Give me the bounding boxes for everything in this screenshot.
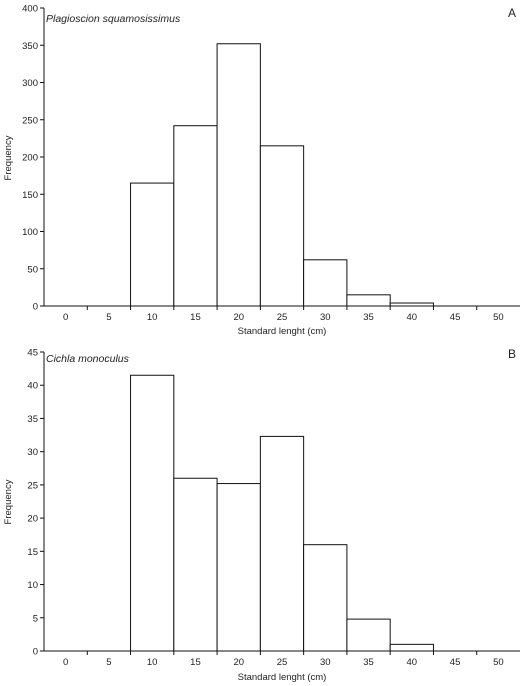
panel-a-x-tick-label: 50 [493, 312, 504, 323]
panel-b-chart: Cichla monoculus B Frequency Standard le… [3, 347, 520, 683]
panel-a-bar-20 [216, 43, 261, 307]
panel-a-label: A [508, 6, 516, 20]
panel-b-x-tick-label: 45 [450, 657, 461, 668]
panel-a-y-tick-label: 300 [22, 78, 38, 89]
panel-b-bar-15 [173, 477, 218, 652]
panel-b-y-tick-label: 5 [33, 613, 38, 624]
panel-b-x-tick-label: 0 [63, 657, 68, 668]
panel-a-bar-35 [346, 294, 391, 307]
panel-a-x-tick-label: 20 [233, 312, 244, 323]
panel-b-y-tick-label: 45 [27, 348, 38, 359]
panel-a-x-tick-label: 35 [363, 312, 374, 323]
panel-b-y-tick-label: 15 [27, 547, 38, 558]
panel-b-bar-20 [216, 483, 261, 652]
panel-b-bar-40 [389, 643, 434, 652]
panel-a-y-tick-label: 100 [22, 227, 38, 238]
panel-a-y-tick-label: 150 [22, 190, 38, 201]
panel-b-x-tick-label: 35 [363, 657, 374, 668]
panel-a-y-tick-label: 350 [22, 41, 38, 52]
panel-a-bar-15 [173, 125, 218, 307]
panel-a-y-tick-label: 250 [22, 115, 38, 126]
panel-a-y-tick-label: 0 [33, 302, 38, 313]
panel-a-bar-10 [130, 182, 175, 307]
panel-a-x-tick-label: 5 [106, 312, 111, 323]
panel-a-x-tick-label: 45 [450, 312, 461, 323]
panel-b-bar-35 [346, 618, 391, 652]
panel-b-bar-25 [259, 435, 305, 652]
panel-b-bar-10 [130, 374, 175, 652]
panel-b-y-tick-label: 30 [27, 447, 38, 458]
panel-b-x-tick-label: 15 [190, 657, 201, 668]
panel-b-y-tick-label: 10 [27, 580, 38, 591]
panel-b-species-name: Cichla monoculus [46, 353, 130, 365]
panel-a-x-tick-label: 40 [407, 312, 418, 323]
panel-b-y-tick-label: 40 [27, 381, 38, 392]
panel-a-x-tick-label: 10 [147, 312, 158, 323]
panel-a-x-tick-label: 25 [277, 312, 288, 323]
panel-a-y-tick-label: 400 [22, 4, 38, 15]
panel-b-bar-30 [303, 544, 348, 652]
panel-b-x-tick-label: 20 [233, 657, 244, 668]
panel-b-x-tick-label: 25 [277, 657, 288, 668]
panel-b-x-axis-label: Standard lenght (cm) [238, 672, 327, 683]
panel-a-x-axis-label: Standard lenght (cm) [238, 326, 327, 337]
panel-a-bar-25 [259, 145, 305, 307]
panel-b-label: B [508, 347, 516, 361]
panel-a-species-name: Plagioscion squamosissimus [46, 13, 181, 25]
panel-b-x-tick-label: 30 [320, 657, 331, 668]
panel-b-y-tick-label: 35 [27, 414, 38, 425]
panel-a-x-tick-label: 30 [320, 312, 331, 323]
panel-a-y-tick-label: 50 [27, 264, 38, 275]
panel-b-y-axis-label: Frequency [3, 479, 14, 524]
panel-a-chart: Plagioscion squamosissimus A Frequency S… [3, 4, 520, 337]
panel-a-y-tick-label: 200 [22, 153, 38, 164]
panel-a-x-tick-label: 15 [190, 312, 201, 323]
panel-b-x-tick-label: 10 [147, 657, 158, 668]
panel-a-x-tick-label: 0 [63, 312, 68, 323]
panel-a-bar-30 [303, 259, 348, 307]
panel-b-x-tick-label: 40 [407, 657, 418, 668]
panel-a-y-axis-label: Frequency [3, 135, 14, 180]
panel-b-y-tick-label: 25 [27, 480, 38, 491]
panel-b-y-tick-label: 0 [33, 647, 38, 658]
panel-b-x-tick-label: 50 [493, 657, 504, 668]
panel-b-y-tick-label: 20 [27, 514, 38, 525]
panel-b-x-tick-label: 5 [106, 657, 111, 668]
